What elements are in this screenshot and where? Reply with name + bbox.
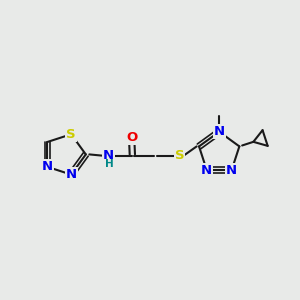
Text: N: N: [226, 164, 237, 177]
Text: N: N: [103, 149, 114, 162]
Text: N: N: [42, 160, 53, 173]
Text: N: N: [214, 125, 225, 138]
Text: O: O: [126, 131, 137, 144]
Text: H: H: [105, 159, 114, 169]
Text: N: N: [201, 164, 212, 177]
Text: S: S: [175, 149, 184, 162]
Text: S: S: [66, 128, 76, 141]
Text: N: N: [66, 168, 77, 181]
